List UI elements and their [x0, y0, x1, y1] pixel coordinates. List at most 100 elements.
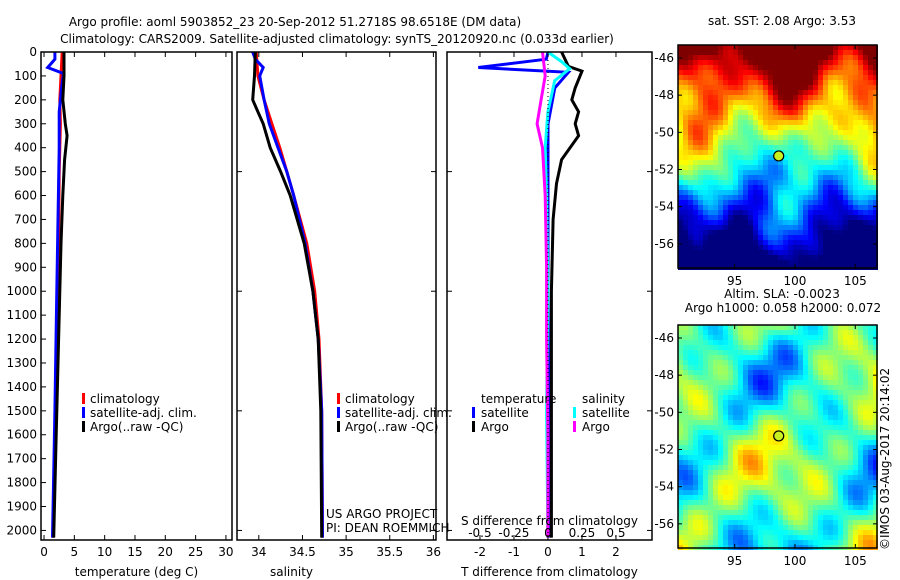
- map-cell: [763, 435, 768, 440]
- map-cell: [753, 525, 758, 530]
- map-cell: [838, 210, 843, 215]
- map-cell: [723, 100, 728, 105]
- map-cell: [783, 385, 788, 390]
- map-cell: [833, 75, 838, 80]
- x-tick-label: 35: [338, 545, 353, 559]
- map-cell: [798, 355, 803, 360]
- map-cell: [838, 110, 843, 115]
- map-cell: [798, 105, 803, 110]
- map-cell: [728, 160, 733, 165]
- map-cell: [843, 245, 848, 250]
- map-cell: [818, 510, 823, 515]
- map-cell: [798, 205, 803, 210]
- map-cell: [733, 465, 738, 470]
- map-cell: [863, 415, 868, 420]
- map-cell: [733, 335, 738, 340]
- map-cell: [753, 345, 758, 350]
- map-cell: [678, 440, 683, 445]
- map-cell: [703, 200, 708, 205]
- map-cell: [788, 235, 793, 240]
- map-cell: [798, 85, 803, 90]
- map-cell: [738, 360, 743, 365]
- map-cell: [783, 60, 788, 65]
- map-cell: [698, 405, 703, 410]
- map-cell: [758, 110, 763, 115]
- map-cell: [713, 360, 718, 365]
- map-cell: [773, 85, 778, 90]
- map-cell: [818, 430, 823, 435]
- map-cell: [758, 250, 763, 255]
- map-cell: [823, 350, 828, 355]
- map-cell: [848, 165, 853, 170]
- map-cell: [758, 375, 763, 380]
- map-cell: [788, 490, 793, 495]
- map-cell: [678, 200, 683, 205]
- map-cell: [778, 235, 783, 240]
- map-cell: [833, 490, 838, 495]
- map-cell: [678, 210, 683, 215]
- map-cell: [783, 195, 788, 200]
- map-cell: [683, 45, 688, 50]
- map-cell: [778, 255, 783, 260]
- map-cell: [838, 165, 843, 170]
- map-cell: [828, 500, 833, 505]
- map-cell: [828, 95, 833, 100]
- map-cell: [723, 240, 728, 245]
- y-tick-label: 1100: [6, 308, 37, 322]
- map-cell: [823, 125, 828, 130]
- map-cell: [718, 435, 723, 440]
- map-cell: [748, 425, 753, 430]
- map-cell: [783, 525, 788, 530]
- map-cell: [758, 475, 763, 480]
- map-cell: [738, 230, 743, 235]
- map-cell: [748, 505, 753, 510]
- map-cell: [848, 450, 853, 455]
- map-cell: [818, 410, 823, 415]
- map-cell: [688, 540, 693, 545]
- map-cell: [828, 525, 833, 530]
- map-cell: [783, 145, 788, 150]
- map-cell: [693, 435, 698, 440]
- map-cell: [713, 150, 718, 155]
- map-cell: [728, 205, 733, 210]
- map-cell: [788, 185, 793, 190]
- map-cell: [818, 95, 823, 100]
- map-cell: [738, 450, 743, 455]
- map-cell: [863, 250, 868, 255]
- map-cell: [688, 495, 693, 500]
- map-cell: [788, 540, 793, 545]
- map-cell: [758, 210, 763, 215]
- project-line-2: PI: DEAN ROEMMICH: [326, 521, 449, 535]
- map-cell: [738, 405, 743, 410]
- map-cell: [678, 425, 683, 430]
- legend-swatch: [337, 421, 340, 432]
- map-cell: [843, 400, 848, 405]
- map-cell: [723, 460, 728, 465]
- map-cell: [858, 475, 863, 480]
- map-cell: [693, 190, 698, 195]
- map-cell: [808, 500, 813, 505]
- map-cell: [768, 160, 773, 165]
- map-cell: [773, 240, 778, 245]
- map-cell: [733, 145, 738, 150]
- map-cell: [778, 515, 783, 520]
- map-cell: [693, 335, 698, 340]
- map-cell: [778, 415, 783, 420]
- map-cell: [833, 375, 838, 380]
- map-cell: [733, 345, 738, 350]
- map-cell: [873, 160, 878, 165]
- map-cell: [808, 355, 813, 360]
- map-cell: [703, 360, 708, 365]
- map-cell: [828, 510, 833, 515]
- map-cell: [773, 80, 778, 85]
- map-cell: [763, 105, 768, 110]
- map-cell: [838, 135, 843, 140]
- map-cell: [838, 380, 843, 385]
- map-cell: [738, 510, 743, 515]
- map-cell: [698, 385, 703, 390]
- map-cell: [723, 485, 728, 490]
- map-cell: [788, 245, 793, 250]
- map-cell: [793, 350, 798, 355]
- map-cell: [848, 385, 853, 390]
- map-cell: [778, 175, 783, 180]
